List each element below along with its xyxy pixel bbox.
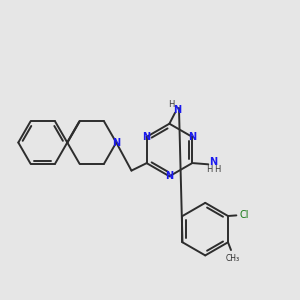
Text: N: N — [173, 105, 181, 115]
Text: N: N — [188, 132, 196, 142]
Text: N: N — [142, 132, 151, 142]
Text: N: N — [165, 171, 173, 181]
Text: H: H — [168, 100, 175, 109]
Text: H: H — [206, 165, 212, 174]
Text: Cl: Cl — [239, 210, 249, 220]
Text: N: N — [209, 157, 217, 167]
Text: CH₃: CH₃ — [225, 254, 239, 262]
Text: H: H — [214, 165, 220, 174]
Text: N: N — [112, 137, 120, 148]
